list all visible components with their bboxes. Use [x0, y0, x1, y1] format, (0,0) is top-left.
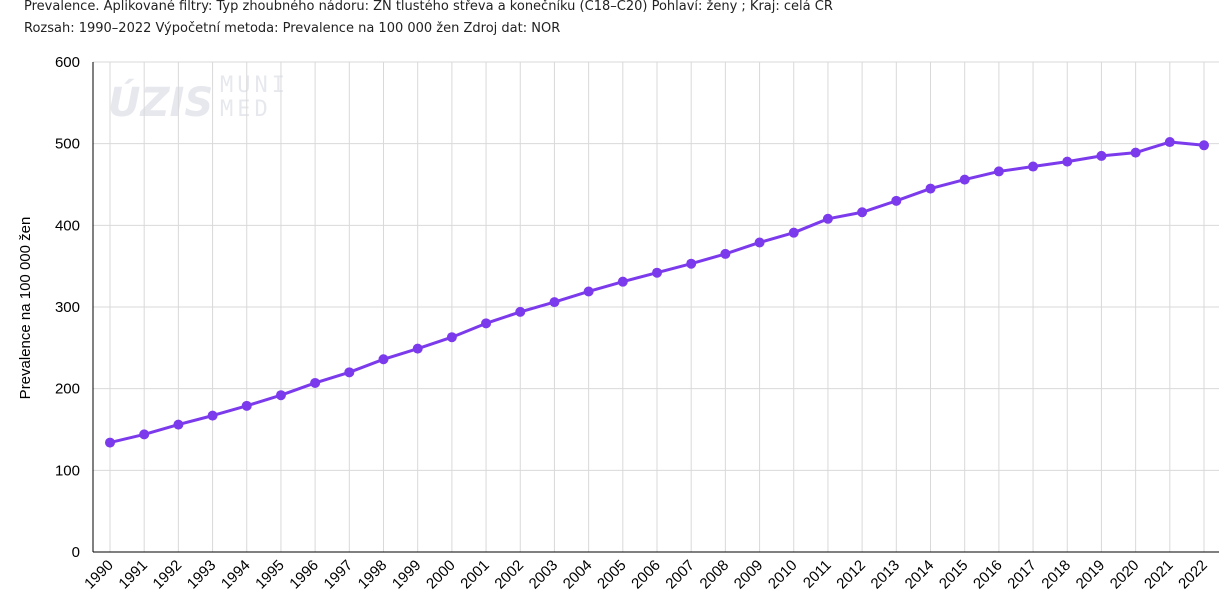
data-point: [857, 207, 868, 218]
x-tick-label: 2016: [970, 557, 1006, 593]
y-tick-label: 400: [55, 217, 80, 234]
y-tick-label: 600: [55, 54, 80, 71]
data-point: [1199, 140, 1209, 151]
x-tick-label: 2005: [594, 557, 630, 593]
data-point: [241, 400, 252, 411]
y-tick-label: 300: [55, 299, 80, 316]
data-point: [378, 354, 389, 365]
x-tick-label: 1994: [218, 557, 254, 593]
x-tick-label: 2011: [800, 557, 835, 592]
x-tick-label: 2020: [1107, 557, 1143, 593]
x-tick-label: 2021: [1141, 557, 1177, 593]
data-point: [549, 297, 560, 308]
data-point: [652, 267, 662, 278]
data-point: [344, 367, 355, 378]
x-tick-label: 2013: [868, 557, 904, 593]
uzis-logo: ÚZIS: [108, 78, 213, 126]
data-point: [1164, 137, 1175, 148]
data-point: [959, 174, 970, 185]
y-axis-title: Prevalence na 100 000 žen: [17, 217, 34, 400]
x-tick-label: 2017: [1004, 557, 1040, 593]
data-point: [1096, 150, 1107, 161]
data-point: [481, 318, 492, 329]
data-point: [275, 390, 286, 401]
data-point: [446, 332, 457, 343]
data-point: [1130, 147, 1141, 158]
axes: [92, 62, 1219, 553]
watermark-logos: ÚZIS MUNI MED: [108, 73, 289, 126]
x-tick-label: 2014: [902, 557, 938, 593]
x-tick-label: 2012: [833, 557, 869, 593]
x-tick-label: 1995: [252, 557, 288, 593]
y-tick-label: 0: [72, 544, 80, 561]
data-point: [515, 306, 526, 317]
muni-logo-line1: MUNI: [220, 73, 289, 98]
data-point: [891, 195, 902, 206]
y-axis-ticks: 0 100 200 300 400 500 600: [55, 54, 80, 561]
x-axis-ticks: 1990199119921993199419951996199719981999…: [81, 557, 1211, 593]
x-tick-label: 1993: [184, 557, 220, 593]
data-point: [1062, 156, 1073, 167]
data-point: [617, 276, 628, 287]
data-point: [993, 166, 1004, 177]
x-tick-label: 1992: [150, 557, 186, 593]
x-tick-label: 2007: [662, 557, 698, 593]
data-point: [412, 343, 423, 354]
data-point: [754, 237, 765, 248]
x-tick-label: 2006: [628, 557, 664, 593]
x-tick-label: 2010: [765, 557, 801, 593]
grid-lines: [93, 61, 1219, 552]
filter-description: Prevalence. Aplikované filtry: Typ zhoub…: [24, 0, 833, 14]
chart-header: Prevalence. Aplikované filtry: Typ zhoub…: [24, 0, 1224, 40]
data-point: [822, 213, 833, 224]
data-point: [583, 286, 594, 297]
x-tick-label: 1997: [321, 557, 357, 593]
x-tick-label: 2015: [936, 557, 972, 593]
data-point: [925, 183, 936, 194]
x-tick-label: 2018: [1038, 557, 1074, 593]
x-tick-label: 2009: [731, 557, 767, 593]
y-tick-label: 200: [55, 381, 80, 398]
data-point: [686, 258, 697, 269]
x-tick-label: 2019: [1073, 557, 1109, 593]
x-tick-label: 2022: [1175, 557, 1211, 593]
data-point: [310, 377, 321, 388]
data-point: [720, 248, 731, 259]
x-tick-label: 1996: [286, 557, 322, 593]
data-point: [139, 429, 150, 440]
x-tick-label: 2002: [491, 557, 527, 593]
x-tick-label: 2001: [457, 557, 493, 593]
data-point: [207, 410, 218, 421]
x-tick-label: 2000: [423, 557, 459, 593]
x-tick-label: 1990: [81, 557, 117, 593]
x-tick-label: 2008: [697, 557, 733, 593]
range-description: Rozsah: 1990–2022 Výpočetní metoda: Prev…: [24, 21, 561, 36]
x-tick-label: 2003: [526, 557, 562, 593]
x-tick-label: 1991: [115, 557, 151, 593]
data-point: [1028, 161, 1039, 172]
data-point: [105, 437, 115, 448]
x-tick-label: 1999: [389, 557, 425, 593]
x-tick-label: 2004: [560, 557, 596, 593]
y-tick-label: 100: [55, 462, 80, 479]
x-tick-label: 1998: [355, 557, 391, 593]
muni-logo-line2: MED: [220, 97, 272, 122]
y-tick-label: 500: [55, 136, 80, 153]
data-point: [173, 419, 184, 430]
data-series: [105, 137, 1209, 448]
data-point: [788, 227, 799, 238]
